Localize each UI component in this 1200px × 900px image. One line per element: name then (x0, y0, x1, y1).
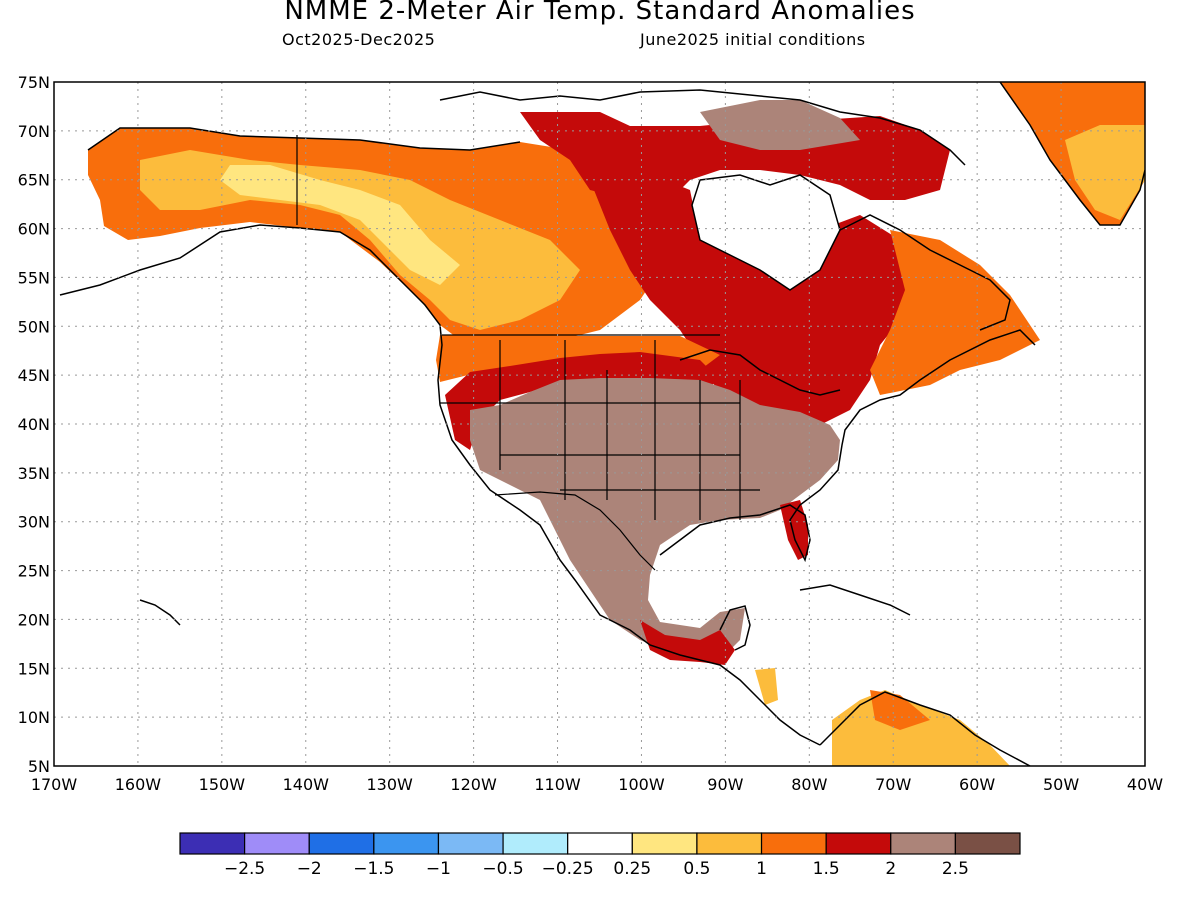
lat-tick-label: 25N (18, 562, 50, 581)
lon-tick-label: 50W (1043, 775, 1079, 794)
colorbar-label: 0.25 (613, 859, 651, 879)
colorbar-label: 1.5 (813, 859, 840, 879)
hudson-bay (692, 175, 840, 290)
anomaly-region-quebec (870, 230, 1040, 395)
state-lines-ew (440, 402, 760, 491)
coastline-labrador (839, 214, 1011, 331)
state-lines-ns (499, 340, 741, 520)
us-mexico-border (494, 491, 656, 571)
lon-tick-label: 90W (707, 775, 743, 794)
colorbar-box (373, 832, 440, 855)
colorbar-box (825, 832, 892, 855)
colorbar-label: 0.5 (683, 859, 710, 879)
map-frame (53, 81, 1146, 767)
lon-tick-label: 170W (31, 775, 78, 794)
lat-tick-label: 20N (18, 610, 50, 629)
coastline-greenland (999, 82, 1145, 226)
colorbar-label: 1 (756, 859, 767, 879)
colorbar-label: −2.5 (224, 859, 265, 879)
anomaly-region-greenland-1 (1065, 125, 1145, 220)
colorbar-labels: −2.5 −2 −1.5 −1 −0.5 −0.25 0.25 0.5 1 1.5 2 2.5 (224, 859, 969, 879)
anomaly-region-arctic-brown (700, 100, 860, 150)
lon-tick-label: 110W (534, 775, 581, 794)
lat-tick-label: 10N (18, 708, 50, 727)
lon-tick-label: 130W (367, 775, 414, 794)
lat-tick-label: 75N (18, 73, 50, 92)
coastlines (59, 82, 1145, 766)
lat-tick-label: 15N (18, 659, 50, 678)
lat-tick-label: 35N (18, 464, 50, 483)
colorbar-box (502, 832, 569, 855)
gridlines (54, 82, 1145, 766)
anomaly-region-central-america (640, 620, 735, 665)
lat-tick-label: 70N (18, 122, 50, 141)
anomaly-region-florida (780, 500, 808, 560)
lon-tick-label: 100W (618, 775, 665, 794)
lon-tick-label: 140W (283, 775, 330, 794)
colorbar-box (760, 832, 827, 855)
lon-tick-label: 150W (199, 775, 246, 794)
boundaries (296, 135, 760, 571)
coastline-north-slope (87, 127, 521, 151)
coastline-alaska (59, 224, 821, 746)
colorbar-label: −1.5 (353, 859, 394, 879)
colorbar-box (890, 832, 956, 855)
anomaly-region-south-america-1 (870, 690, 930, 730)
coastline-south-america (819, 691, 1031, 766)
lat-tick-label: 50N (18, 317, 50, 336)
colorbar-label: −0.5 (482, 859, 523, 879)
map-title: NMME 2-Meter Air Temp. Standard Anomalie… (284, 0, 916, 26)
lat-tick-label: 40N (18, 415, 50, 434)
colorbar-box (696, 832, 763, 855)
lat-tick-label: 5N (28, 757, 50, 776)
colorbar-boxes (179, 832, 1021, 855)
longitude-labels: 170W 160W 150W 140W 130W 120W 110W 100W 90W 80W 70… (31, 775, 1163, 794)
lat-tick-label: 60N (18, 220, 50, 239)
colorbar-label: 2 (885, 859, 896, 879)
anomaly-region-us-red (445, 352, 720, 450)
lon-tick-label: 80W (791, 775, 827, 794)
lon-tick-label: 160W (115, 775, 162, 794)
colorbar-box (567, 832, 633, 855)
lon-tick-label: 120W (450, 775, 497, 794)
coastline-hawaii (139, 599, 181, 626)
coastline-hudson (691, 174, 841, 291)
colorbar-box (437, 832, 504, 855)
coastline-yucatan (719, 605, 751, 651)
lat-tick-label: 30N (18, 513, 50, 532)
lon-tick-label: 70W (875, 775, 911, 794)
lat-tick-label: 45N (18, 366, 50, 385)
colorbar-box (631, 832, 698, 855)
latitude-labels: 75N 70N 65N 60N 55N 50N 45N 40N 35N 30N 25N 20N 15N 1… (18, 73, 50, 776)
colorbar-label: −1 (426, 859, 451, 879)
coastline-arctic (439, 89, 966, 166)
forecast-period: Oct2025-Dec2025 (282, 30, 436, 49)
anomaly-region-canada-red (580, 155, 910, 425)
colorbar-box (179, 832, 246, 855)
lon-tick-label: 40W (1127, 775, 1163, 794)
colorbar-box (308, 832, 375, 855)
colorbar-label: −0.25 (542, 859, 594, 879)
lat-tick-label: 65N (18, 171, 50, 190)
initial-conditions: June2025 initial conditions (640, 30, 866, 49)
colorbar-box (244, 832, 310, 855)
coastline-gulf (659, 329, 1036, 563)
colorbar-label: −2 (297, 859, 322, 879)
anomaly-region-honduras (755, 668, 778, 705)
coastline-cuba (799, 584, 911, 616)
colorbar-box (954, 832, 1021, 855)
colorbar-label: 2.5 (942, 859, 969, 879)
anomaly-region-yukon-05 (220, 165, 460, 285)
lon-tick-label: 60W (959, 775, 995, 794)
lat-tick-label: 55N (18, 268, 50, 287)
